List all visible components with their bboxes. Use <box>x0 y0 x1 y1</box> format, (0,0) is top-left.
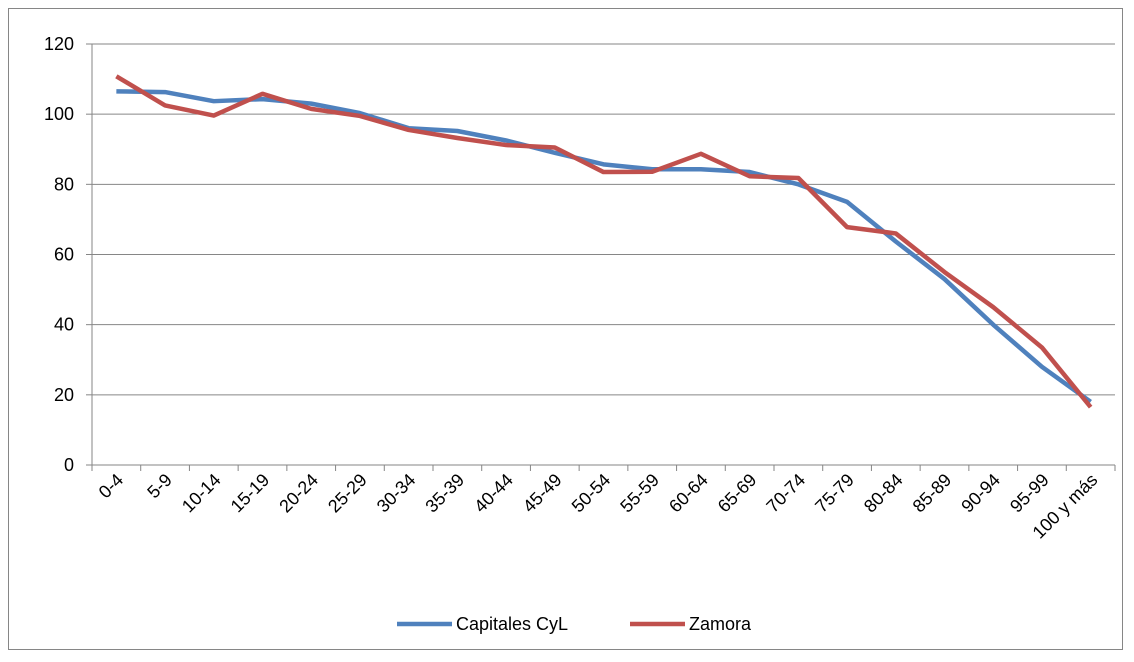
chart-border <box>8 8 1123 650</box>
y-tick-label: 80 <box>54 174 74 194</box>
y-tick-label: 40 <box>54 315 74 335</box>
legend-label: Zamora <box>689 614 752 634</box>
y-tick-label: 60 <box>54 245 74 265</box>
y-tick-label: 0 <box>64 455 74 475</box>
y-tick-label: 120 <box>44 34 74 54</box>
y-tick-label: 100 <box>44 104 74 124</box>
series-line <box>115 74 1093 409</box>
y-tick-label: 20 <box>54 385 74 405</box>
legend-label: Capitales CyL <box>456 614 568 634</box>
